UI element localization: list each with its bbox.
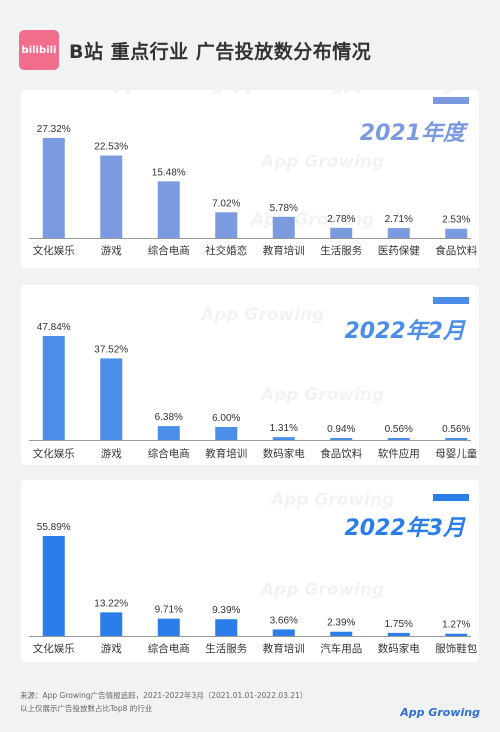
bar <box>445 633 468 636</box>
chart-panel-2021: App Growing App Growing App Growing App … <box>21 90 479 268</box>
category-label: 游戏 <box>101 642 122 655</box>
category-label: 游戏 <box>101 244 122 257</box>
category-label: 文化娱乐 <box>33 244 75 257</box>
value-label: 3.66% <box>270 615 298 626</box>
category-label: 母婴儿童 <box>435 447 477 460</box>
bar <box>157 426 180 440</box>
bar <box>42 536 65 636</box>
value-label: 47.84% <box>37 322 71 333</box>
category-label: 文化娱乐 <box>33 447 75 460</box>
category-label: 服饰鞋包 <box>435 642 477 655</box>
chart-panel-2022-02: App Growing App Growing 47.84% 文化娱乐 37.52%… <box>21 285 479 465</box>
value-label: 37.52% <box>94 344 128 355</box>
category-label: 教育培训 <box>263 244 305 257</box>
bar <box>330 437 353 440</box>
value-label: 2.71% <box>385 214 413 225</box>
category-label: 汽车用品 <box>320 642 362 655</box>
category-label: 综合电商 <box>148 642 190 655</box>
value-label: 2.53% <box>442 215 470 226</box>
source-note: 来源：App Growing广告情报追踪，2021-2022年3月（2021.0… <box>20 691 308 700</box>
value-label: 2.39% <box>327 618 355 629</box>
value-label: 9.71% <box>155 605 183 616</box>
value-label: 6.00% <box>212 413 240 424</box>
bar <box>387 438 410 440</box>
baseline <box>29 636 471 637</box>
bar <box>330 227 353 238</box>
category-label: 生活服务 <box>205 642 247 655</box>
accent-bar <box>433 494 469 501</box>
app-growing-logo: App Growing <box>400 706 480 719</box>
period-title: 2022年3月 <box>344 516 465 541</box>
category-label: 综合电商 <box>148 244 190 257</box>
chart-panel-2022-03: App Growing App Growing 55.89% 文化娱乐 13.22%… <box>21 480 479 662</box>
bar <box>42 138 65 238</box>
baseline <box>29 238 471 239</box>
category-label: 食品饮料 <box>435 244 477 257</box>
bar <box>215 212 238 238</box>
bilibili-logo: bilibili <box>19 30 59 70</box>
bar <box>157 181 180 238</box>
period-title: 2021年度 <box>359 121 465 146</box>
bar-chart-2021: 27.32% 文化娱乐 22.53% 游戏 15.48% 综合电商 7.02% 社交婚恋 5.7… <box>33 124 478 257</box>
bar <box>445 438 468 440</box>
value-label: 0.56% <box>385 424 413 435</box>
bar <box>272 216 295 238</box>
accent-bar <box>433 297 469 304</box>
category-label: 文化娱乐 <box>33 642 75 655</box>
value-label: 5.78% <box>270 203 298 214</box>
category-label: 数码家电 <box>378 642 420 655</box>
bar <box>387 632 410 636</box>
value-label: 9.39% <box>212 605 240 616</box>
bar <box>272 437 295 440</box>
value-label: 55.89% <box>37 522 71 533</box>
bar-chart-2022-02: 47.84% 文化娱乐 37.52% 游戏 6.38% 综合电商 6.00% 教育培训 1.31… <box>33 322 478 460</box>
value-label: 0.94% <box>327 424 355 435</box>
bar <box>157 618 180 636</box>
bar <box>330 631 353 636</box>
page-title: B站 重点行业 广告投放数分布情况 <box>69 40 372 63</box>
header: bilibili B站 重点行业 广告投放数分布情况 <box>19 30 371 70</box>
value-label: 13.22% <box>94 598 128 609</box>
category-label: 综合电商 <box>148 447 190 460</box>
baseline <box>29 440 471 441</box>
category-label: 医药保健 <box>378 244 420 257</box>
bar <box>215 426 238 440</box>
bar <box>100 155 123 238</box>
accent-bar <box>433 97 469 104</box>
value-label: 27.32% <box>37 124 71 135</box>
bar <box>387 228 410 238</box>
value-label: 15.48% <box>152 167 186 178</box>
category-label: 教育培训 <box>263 642 305 655</box>
category-label: 游戏 <box>101 447 122 460</box>
value-label: 7.02% <box>212 198 240 209</box>
value-label: 1.27% <box>442 620 470 631</box>
category-label: 数码家电 <box>263 447 305 460</box>
category-label: 生活服务 <box>320 244 362 257</box>
category-label: 社交婚恋 <box>205 244 247 257</box>
value-label: 1.75% <box>385 619 413 630</box>
value-label: 1.31% <box>270 423 298 434</box>
bar-chart-2022-03: 55.89% 文化娱乐 13.22% 游戏 9.71% 综合电商 9.39% 生活服务 3.66… <box>33 522 478 655</box>
period-title: 2022年2月 <box>344 319 465 344</box>
value-label: 6.38% <box>155 412 183 423</box>
category-label: 教育培训 <box>205 447 247 460</box>
category-label: 食品饮料 <box>320 447 362 460</box>
value-label: 2.78% <box>327 214 355 225</box>
top8-note: 以上仅展示广告投放数占比Top8 的行业 <box>20 704 153 713</box>
value-label: 0.56% <box>442 424 470 435</box>
value-label: 22.53% <box>94 142 128 153</box>
bar <box>100 612 123 636</box>
bar <box>42 336 65 440</box>
bar <box>272 629 295 636</box>
bar <box>100 358 123 440</box>
bar <box>445 228 468 238</box>
bar <box>215 619 238 636</box>
category-label: 软件应用 <box>378 447 420 460</box>
